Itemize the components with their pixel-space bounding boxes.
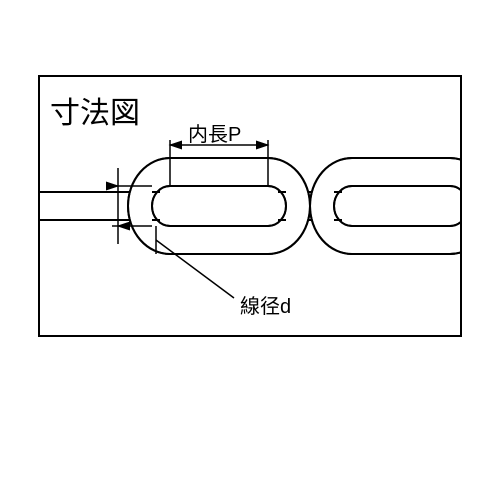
chain-diagram-svg <box>0 0 500 500</box>
chain-link-2 <box>310 158 492 254</box>
